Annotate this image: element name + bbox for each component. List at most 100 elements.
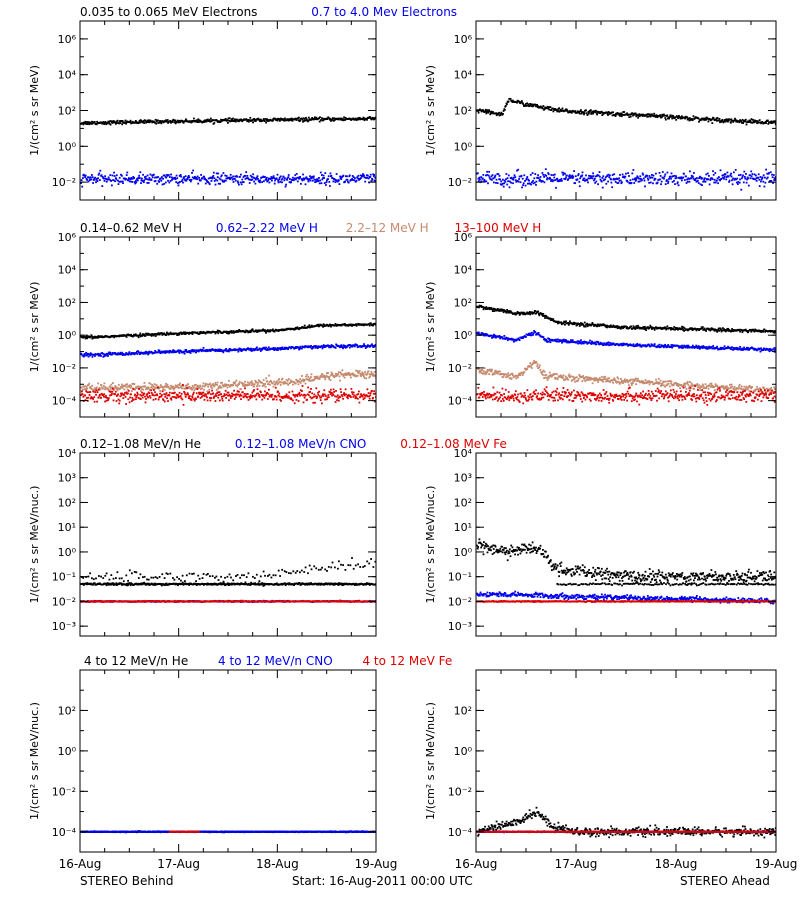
row-legend-heavy-low: 0.12–1.08 MeV/n He 0.12–1.08 MeV/n CNO 0… (80, 437, 537, 451)
data-point (95, 123, 98, 126)
data-point (344, 323, 346, 326)
data-point (514, 339, 516, 342)
data-point (730, 330, 732, 333)
data-point (139, 352, 142, 355)
data-point (239, 349, 242, 352)
data-point (166, 119, 169, 121)
data-point (252, 173, 254, 176)
data-point (622, 327, 624, 330)
data-point (651, 113, 653, 116)
data-point (524, 184, 527, 187)
data-point (554, 179, 557, 181)
data-point (370, 180, 373, 182)
data-point (364, 180, 367, 183)
data-point (137, 385, 139, 388)
data-point (338, 183, 341, 185)
data-point (287, 396, 290, 399)
data-point (202, 382, 205, 385)
data-point (714, 181, 717, 184)
data-point (266, 349, 269, 351)
data-point (531, 312, 534, 315)
data-point (612, 324, 615, 327)
data-point (597, 174, 600, 177)
data-point (191, 388, 193, 391)
data-point (240, 183, 243, 186)
data-point (202, 394, 204, 397)
data-point (335, 173, 338, 175)
data-point (721, 329, 724, 332)
data-point (268, 381, 271, 383)
data-point (185, 350, 187, 353)
data-point (93, 389, 95, 391)
data-point (184, 175, 187, 178)
data-point (147, 121, 150, 123)
data-point (116, 389, 119, 392)
data-point (161, 386, 164, 389)
data-point (506, 177, 509, 180)
data-point (364, 347, 367, 349)
data-point (294, 394, 297, 396)
data-point (321, 117, 324, 120)
data-point (582, 111, 585, 113)
data-point (544, 168, 547, 171)
data-point (621, 173, 624, 176)
data-point (683, 172, 685, 175)
data-point (292, 399, 294, 402)
data-point (272, 175, 275, 178)
data-point (109, 391, 112, 393)
data-point (274, 395, 277, 397)
data-point (680, 327, 683, 330)
data-point (161, 183, 164, 186)
data-point (251, 391, 254, 394)
data-point (491, 112, 493, 115)
data-point (653, 327, 656, 330)
data-point (477, 180, 480, 182)
data-point (107, 388, 110, 391)
data-point (97, 396, 100, 399)
data-point (263, 330, 266, 333)
data-point (137, 176, 140, 179)
data-point (158, 121, 161, 124)
data-point (552, 174, 555, 176)
data-point (629, 115, 632, 118)
data-point (129, 178, 131, 181)
data-point (165, 350, 168, 353)
data-point (190, 387, 193, 389)
data-point (245, 177, 248, 179)
data-point (521, 100, 523, 102)
data-point (357, 322, 360, 325)
data-point (143, 382, 146, 384)
data-point (82, 395, 85, 398)
data-point (674, 183, 676, 185)
data-point (482, 306, 484, 308)
data-point (744, 175, 746, 178)
data-point (638, 326, 641, 329)
data-point (543, 315, 546, 317)
data-point (649, 177, 651, 179)
data-point (80, 390, 83, 393)
data-point (245, 393, 248, 396)
data-point (594, 177, 596, 180)
data-point (717, 119, 720, 122)
data-point (290, 347, 292, 350)
data-point (485, 180, 488, 183)
data-point (691, 119, 694, 121)
data-point (699, 183, 702, 186)
data-point (139, 334, 141, 336)
y-tick-label: 10⁰ (454, 140, 473, 153)
data-point (591, 322, 594, 324)
data-point (96, 177, 98, 180)
data-point (182, 384, 184, 386)
data-point (306, 378, 309, 381)
data-point (476, 172, 479, 175)
data-point (141, 177, 143, 180)
data-point (213, 122, 216, 124)
data-point (91, 174, 93, 176)
data-point (490, 110, 493, 113)
data-point (583, 321, 586, 324)
data-point (115, 122, 117, 125)
data-point (279, 398, 282, 401)
data-point (581, 171, 584, 174)
data-point (174, 119, 176, 122)
data-point (213, 331, 216, 333)
